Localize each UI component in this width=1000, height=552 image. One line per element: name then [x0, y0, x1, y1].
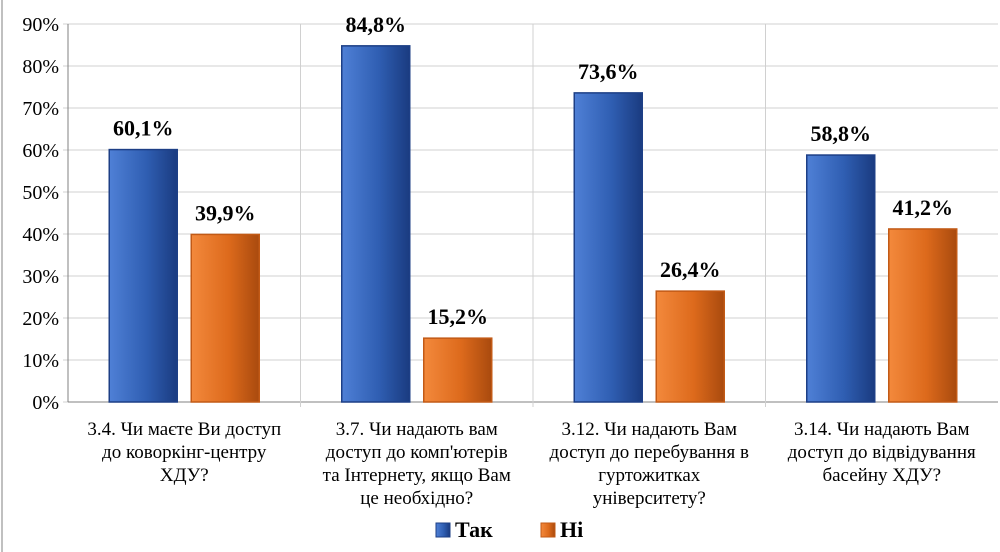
- data-label: 41,2%: [893, 195, 954, 220]
- data-label: 15,2%: [428, 304, 489, 329]
- bar-ni: [655, 290, 725, 403]
- legend-swatch-tak: [435, 522, 451, 538]
- bar-tak: [341, 45, 411, 403]
- x-category-label: це необхідно?: [360, 488, 473, 509]
- x-category-label: 3.12. Чи надають Вам: [561, 419, 737, 440]
- bar-tak: [806, 154, 876, 403]
- data-label: 26,4%: [660, 257, 721, 282]
- x-category-label: 3.4. Чи маєте Ви доступ: [87, 419, 281, 440]
- legend-label: Ні: [560, 517, 583, 542]
- y-tick-label: 0%: [32, 392, 59, 414]
- y-tick-label: 90%: [22, 14, 59, 36]
- bar-ni: [888, 228, 958, 403]
- legend-label: Так: [455, 517, 493, 542]
- data-label: 58,8%: [811, 121, 872, 146]
- legend-swatch-ni: [540, 522, 556, 538]
- x-category-label: басейну ХДУ?: [822, 465, 941, 486]
- x-category-label: доступ до комп'ютерів: [326, 442, 508, 463]
- x-category-label: ХДУ?: [160, 465, 209, 486]
- y-tick-label: 40%: [22, 224, 59, 246]
- x-category-label: до коворкінг-центру: [102, 442, 267, 463]
- y-tick-label: 10%: [22, 350, 59, 372]
- y-tick-label: 70%: [22, 98, 59, 120]
- data-label: 73,6%: [578, 59, 639, 84]
- x-category-label: доступ до перебування в: [550, 442, 749, 463]
- x-category-label: доступ до відвідування: [788, 442, 976, 463]
- x-category-label: 3.14. Чи надають Вам: [794, 419, 970, 440]
- data-label: 84,8%: [346, 12, 407, 37]
- legend: Так Ні: [435, 517, 583, 542]
- y-tick-label: 60%: [22, 140, 59, 162]
- x-category-label: 3.7. Чи надають вам: [336, 419, 498, 440]
- bar-tak: [573, 92, 643, 403]
- x-category-label: університету?: [593, 488, 706, 509]
- x-category-label: та Інтернету, якщо Вам: [323, 465, 511, 486]
- data-label: 39,9%: [195, 200, 256, 225]
- y-tick-label: 50%: [22, 182, 59, 204]
- bar-ni: [190, 233, 260, 403]
- x-category-label: гуртожитках: [598, 465, 701, 486]
- bar-ni: [423, 337, 493, 403]
- bar-tak: [108, 148, 178, 403]
- data-label: 60,1%: [113, 116, 174, 141]
- y-tick-label: 80%: [22, 56, 59, 78]
- y-tick-label: 30%: [22, 266, 59, 288]
- y-tick-label: 20%: [22, 308, 59, 330]
